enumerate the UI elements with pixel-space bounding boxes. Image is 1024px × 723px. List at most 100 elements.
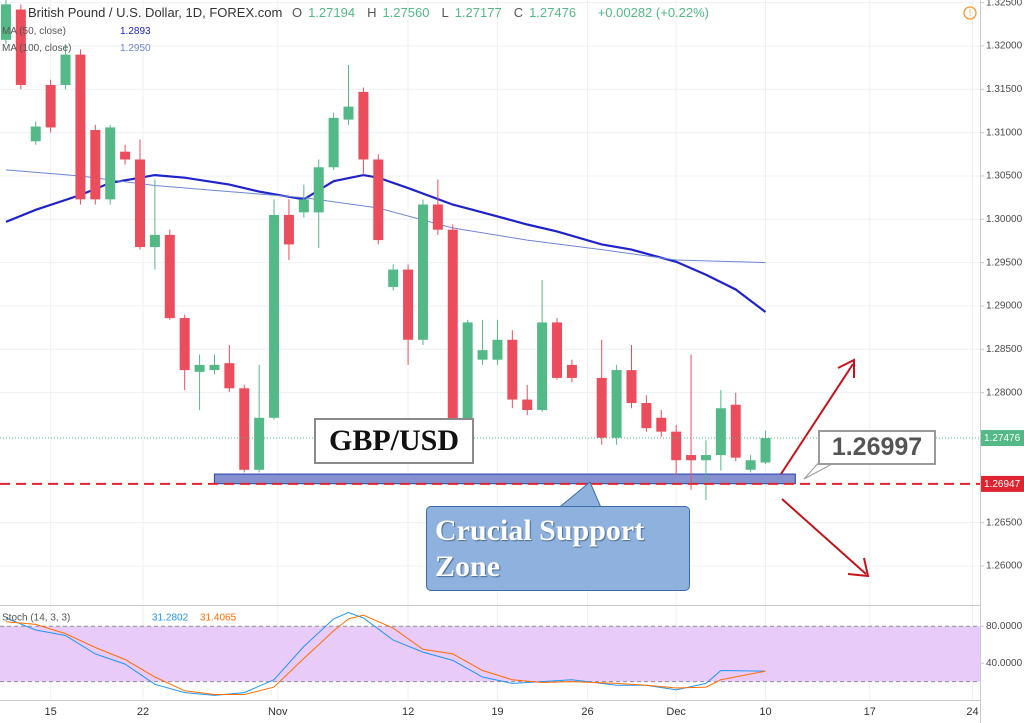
legend-name: MA (100, close) (2, 43, 72, 54)
candle-body (254, 417, 265, 470)
candle-body (75, 54, 86, 200)
ohlc-label: H (367, 5, 377, 20)
candle-body (656, 417, 667, 432)
candle-body (507, 339, 518, 400)
candle-body (462, 322, 473, 420)
candle-body (373, 159, 384, 241)
candle-body (149, 234, 160, 248)
candle-body (596, 377, 607, 438)
support-zone (213, 473, 796, 485)
candle-body (30, 126, 41, 142)
candle-body (522, 399, 533, 410)
candle-body (611, 370, 622, 438)
legend-value: 1.2893 (120, 26, 151, 37)
candle-body (135, 159, 145, 248)
support-label: 1.26947 (984, 479, 1021, 490)
candle-body (298, 199, 309, 213)
ohlc-value: 1.27177 (454, 5, 502, 20)
ohlc-label: O (291, 5, 303, 20)
x-tick-label: 10 (759, 706, 771, 718)
arrows (780, 358, 870, 578)
support-box (981, 475, 1024, 492)
change: +0.00282 (+0.22%) (597, 5, 710, 20)
y-tick-label: 1.29000 (986, 301, 1023, 312)
candle-body (0, 4, 11, 40)
ohlc-label: C (513, 5, 524, 20)
price-annotation: 1.26997 (818, 430, 936, 465)
x-tick-label: 26 (581, 706, 593, 718)
candle-body (447, 229, 458, 420)
candle-body (417, 204, 428, 340)
candle-body (760, 438, 771, 463)
header: British Pound / U.S. Dollar, 1D, FOREX.c… (28, 5, 715, 20)
x-tick-label: 19 (491, 706, 503, 718)
candle-body (700, 455, 711, 461)
arrow-up-head (837, 358, 855, 378)
ohlc-label: L (441, 5, 449, 20)
candle-body (105, 127, 116, 200)
line-series (5, 611, 766, 696)
legend-entry: MA (50, close) 1.2893 (2, 26, 151, 37)
y-tick-label: 1.26500 (986, 517, 1023, 528)
candle-body (552, 322, 563, 378)
candle-body (537, 322, 548, 410)
legend-entry: MA (100, close) 1.2950 (2, 43, 151, 54)
ohlc-item: H 1.27560 (367, 5, 435, 20)
ohlc-value: 1.27194 (308, 5, 356, 20)
ohlc-item: C 1.27476 (514, 5, 582, 20)
zone-layer (213, 473, 796, 485)
candle-body (90, 130, 101, 200)
candle-body (179, 318, 190, 371)
symbol-title: British Pound / U.S. Dollar, 1D, FOREX.c… (28, 5, 283, 20)
x-tick-label: Dec (666, 706, 686, 718)
candle-body (209, 364, 220, 371)
line-series (5, 614, 766, 695)
y-tick-label: 1.28000 (986, 387, 1023, 398)
stoch-legend-value: 31.2802 (152, 613, 189, 624)
candle-body (492, 339, 503, 360)
candle-body (328, 117, 339, 168)
candle-body (283, 214, 294, 245)
candle-layer (0, 0, 771, 501)
stoch-legend-value: 31.4065 (200, 613, 237, 624)
x-tick-label: 24 (966, 706, 978, 718)
arrow-down (781, 498, 867, 575)
candle-body (164, 234, 175, 319)
last-price-label: 1.27476 (984, 433, 1021, 444)
support-callout: Crucial Support Zone (426, 506, 690, 591)
ohlc-item: O 1.27194 (292, 5, 361, 20)
candle-body (715, 408, 726, 456)
candle-body (566, 364, 577, 378)
y-tick-label: 1.31000 (986, 127, 1023, 138)
candle-body (60, 54, 71, 85)
y-tick-label: 1.32500 (986, 0, 1023, 8)
x-tick-label: 17 (864, 706, 876, 718)
y-tick-label: 1.32000 (986, 41, 1023, 52)
candle-body (686, 455, 697, 461)
candle-body (745, 460, 756, 470)
candle-body (671, 431, 682, 461)
ohlc-item: L 1.27177 (441, 5, 507, 20)
candle-body (477, 350, 488, 360)
y-tick-label: 1.31500 (986, 84, 1023, 95)
arrow-down-head (847, 557, 870, 578)
y-tick-label: 1.30000 (986, 214, 1023, 225)
y-tick-label: 1.29500 (986, 257, 1023, 268)
candle-body (194, 364, 205, 372)
stoch-title: Stoch (14, 3, 3) (2, 613, 70, 624)
candle-body (358, 91, 369, 160)
ohlc: O 1.27194 H 1.27560 L 1.27177 C 1.27476 (292, 5, 588, 20)
alert-icon[interactable] (963, 6, 977, 20)
y-tick-label: 1.26000 (986, 561, 1023, 572)
legend-value: 1.2950 (120, 43, 151, 54)
candle-body (239, 388, 250, 470)
ohlc-value: 1.27476 (529, 5, 577, 20)
candle-body (641, 403, 652, 429)
pair-annotation: GBP/USD (314, 418, 474, 464)
y-tick-label: 1.30500 (986, 171, 1023, 182)
y-tick-label: 80.0000 (986, 621, 1023, 632)
candle-body (403, 269, 414, 340)
ohlc-value: 1.27560 (382, 5, 430, 20)
level-layer (0, 437, 980, 485)
